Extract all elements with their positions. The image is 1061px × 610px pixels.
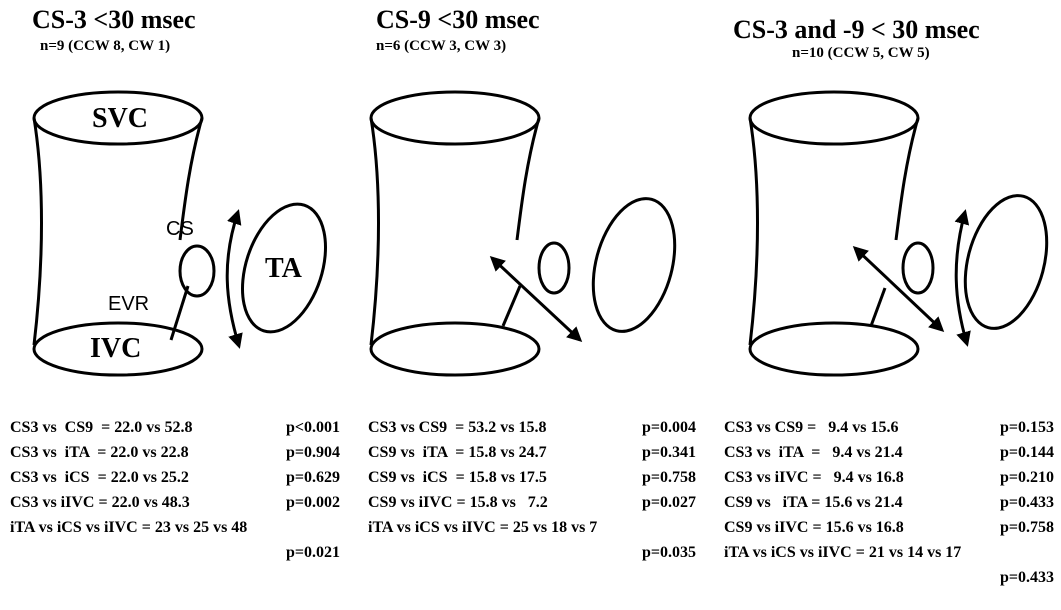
stat-p-value: p=0.904: [285, 444, 340, 461]
stat-comparison: iTA vs iCS vs iIVC = 23 vs 25 vs 48: [10, 519, 248, 536]
panel2-svc-ellipse: [369, 90, 541, 146]
diagram-canvas: SVC IVC CS TA EVR: [32, 90, 1049, 377]
stat-row: iTA vs iCS vs iIVC = 23 vs 25 vs 48: [10, 515, 340, 540]
stat-p-value: p<0.001: [285, 419, 340, 436]
panel3-right-atrium-outline: [748, 117, 920, 346]
panel3-ta-arrow: [954, 209, 971, 347]
stat-row: CS3 vs iIVC = 22.0 vs 48.3 p=0.002: [10, 490, 340, 515]
stat-row: iTA vs iCS vs iIVC = 25 vs 18 vs 7: [368, 515, 696, 540]
stat-p-value: p=0.210: [999, 469, 1054, 486]
panel1-ta-ellipse: [241, 202, 327, 334]
stat-p-value: p=0.004: [641, 419, 696, 436]
panel2-ivc-ellipse: [369, 321, 541, 377]
stat-comparison: CS9 vs iIVC = 15.8 vs 7.2: [368, 494, 548, 511]
stat-comparison: iTA vs iCS vs iIVC = 25 vs 18 vs 7: [368, 519, 598, 536]
stat-row: CS9 vs iTA = 15.6 vs 21.4 p=0.433: [724, 490, 1054, 515]
stat-comparison: CS3 vs iIVC = 9.4 vs 16.8: [724, 469, 904, 486]
panel2-evr-line: [501, 285, 522, 327]
stat-p-value: p=0.035: [641, 544, 696, 561]
stat-row: CS9 vs iIVC = 15.6 vs 16.8 p=0.758: [724, 515, 1054, 540]
panel2-ta-ellipse: [591, 197, 677, 333]
stat-comparison: CS9 vs iTA = 15.6 vs 21.4: [724, 494, 903, 511]
panel1-right-atrium-outline: [32, 117, 204, 346]
panel3-title: CS-3 and -9 < 30 msec: [733, 15, 980, 44]
stat-comparison: CS3 vs iTA = 9.4 vs 21.4: [724, 444, 903, 461]
stat-row: CS9 vs iTA = 15.8 vs 24.7 p=0.341: [368, 440, 696, 465]
stat-comparison: CS3 vs iIVC = 22.0 vs 48.3: [10, 494, 190, 511]
panel3-cs-ellipse: [901, 241, 935, 295]
panel3-svc-ellipse: [748, 90, 920, 146]
stat-row: CS3 vs iIVC = 9.4 vs 16.8 p=0.210: [724, 465, 1054, 490]
stat-comparison: CS3 vs CS9 = 53.2 vs 15.8: [368, 419, 547, 436]
panel1-ta-arrow: [225, 209, 243, 349]
panel2-isthmus-arrow: [489, 255, 583, 343]
stat-comparison: CS3 vs CS9 = 22.0 vs 52.8: [10, 419, 193, 436]
stat-row: CS3 vs CS9 = 53.2 vs 15.8 p=0.004: [368, 415, 696, 440]
panel2-cs-ellipse: [537, 241, 571, 295]
stat-p-value: p=0.758: [641, 469, 696, 486]
stat-row: CS9 vs iCS = 15.8 vs 17.5 p=0.758: [368, 465, 696, 490]
stat-comparison: CS9 vs iTA = 15.8 vs 24.7: [368, 444, 547, 461]
panel1-evr-label: EVR: [108, 293, 149, 315]
stat-comparison: CS9 vs iIVC = 15.6 vs 16.8: [724, 519, 904, 536]
stat-row: CS9 vs iIVC = 15.8 vs 7.2 p=0.027: [368, 490, 696, 515]
stat-p-value: p=0.021: [285, 544, 340, 561]
panel1-title: CS-3 <30 msec: [32, 5, 196, 34]
panel3-heart-diagram: [748, 90, 1049, 377]
panel3-stats: CS3 vs CS9 = 9.4 vs 15.6 p=0.153 CS3 vs i…: [724, 415, 1054, 590]
panel1-ivc-label: IVC: [90, 333, 141, 364]
panel1-cs-label: CS: [166, 218, 194, 240]
stat-row: iTA vs iCS vs iIVC = 21 vs 14 vs 17: [724, 540, 1054, 565]
stat-p-value: p=0.433: [999, 569, 1054, 586]
stat-row: CS3 vs iCS = 22.0 vs 25.2 p=0.629: [10, 465, 340, 490]
stat-comparison: CS9 vs iCS = 15.8 vs 17.5: [368, 469, 547, 486]
stat-comparison: CS3 vs iCS = 22.0 vs 25.2: [10, 469, 189, 486]
stat-row: p=0.433: [724, 565, 1054, 590]
stat-p-value: p=0.629: [285, 469, 340, 486]
stat-p-value: p=0.153: [999, 419, 1054, 436]
panel1-cs-ellipse: [178, 244, 216, 298]
panel1-subtitle: n=9 (CCW 8, CW 1): [40, 38, 171, 54]
panel2-right-atrium-outline: [369, 117, 541, 346]
stat-row: p=0.035: [368, 540, 696, 565]
panel3-evr-line: [869, 287, 887, 327]
stat-row: CS3 vs iTA = 22.0 vs 22.8 p=0.904: [10, 440, 340, 465]
stat-p-value: p=0.027: [641, 494, 696, 511]
panel3-ivc-ellipse: [748, 321, 920, 377]
stat-p-value: p=0.144: [999, 444, 1054, 461]
panel1-ivc-ellipse: [32, 321, 204, 377]
stat-p-value: p=0.758: [999, 519, 1054, 536]
stat-row: CS3 vs iTA = 9.4 vs 21.4 p=0.144: [724, 440, 1054, 465]
panel2-heart-diagram: [369, 90, 677, 377]
panel1-heart-diagram: [32, 90, 327, 377]
stat-comparison: CS3 vs iTA = 22.0 vs 22.8: [10, 444, 189, 461]
panel2-subtitle: n=6 (CCW 3, CW 3): [376, 38, 507, 54]
panel2-stats: CS3 vs CS9 = 53.2 vs 15.8 p=0.004 CS9 vs …: [368, 415, 696, 565]
stat-p-value: p=0.341: [641, 444, 696, 461]
panel2-title: CS-9 <30 msec: [376, 5, 540, 34]
panel1-ta-label: TA: [265, 253, 303, 284]
stat-comparison: CS3 vs CS9 = 9.4 vs 15.6: [724, 419, 899, 436]
stat-p-value: p=0.002: [285, 494, 340, 511]
panel1-svc-label: SVC: [92, 103, 148, 134]
panel3-ta-ellipse: [963, 194, 1049, 330]
stat-row: CS3 vs CS9 = 22.0 vs 52.8 p<0.001: [10, 415, 340, 440]
stat-comparison: iTA vs iCS vs iIVC = 21 vs 14 vs 17: [724, 544, 962, 561]
panel3-subtitle: n=10 (CCW 5, CW 5): [792, 45, 930, 61]
panel1-stats: CS3 vs CS9 = 22.0 vs 52.8 p<0.001 CS3 vs …: [10, 415, 340, 565]
panel3-isthmus-arrow: [852, 245, 945, 333]
stat-row: p=0.021: [10, 540, 340, 565]
panel1-evr-line: [169, 285, 190, 341]
stat-p-value: p=0.433: [999, 494, 1054, 511]
stat-row: CS3 vs CS9 = 9.4 vs 15.6 p=0.153: [724, 415, 1054, 440]
